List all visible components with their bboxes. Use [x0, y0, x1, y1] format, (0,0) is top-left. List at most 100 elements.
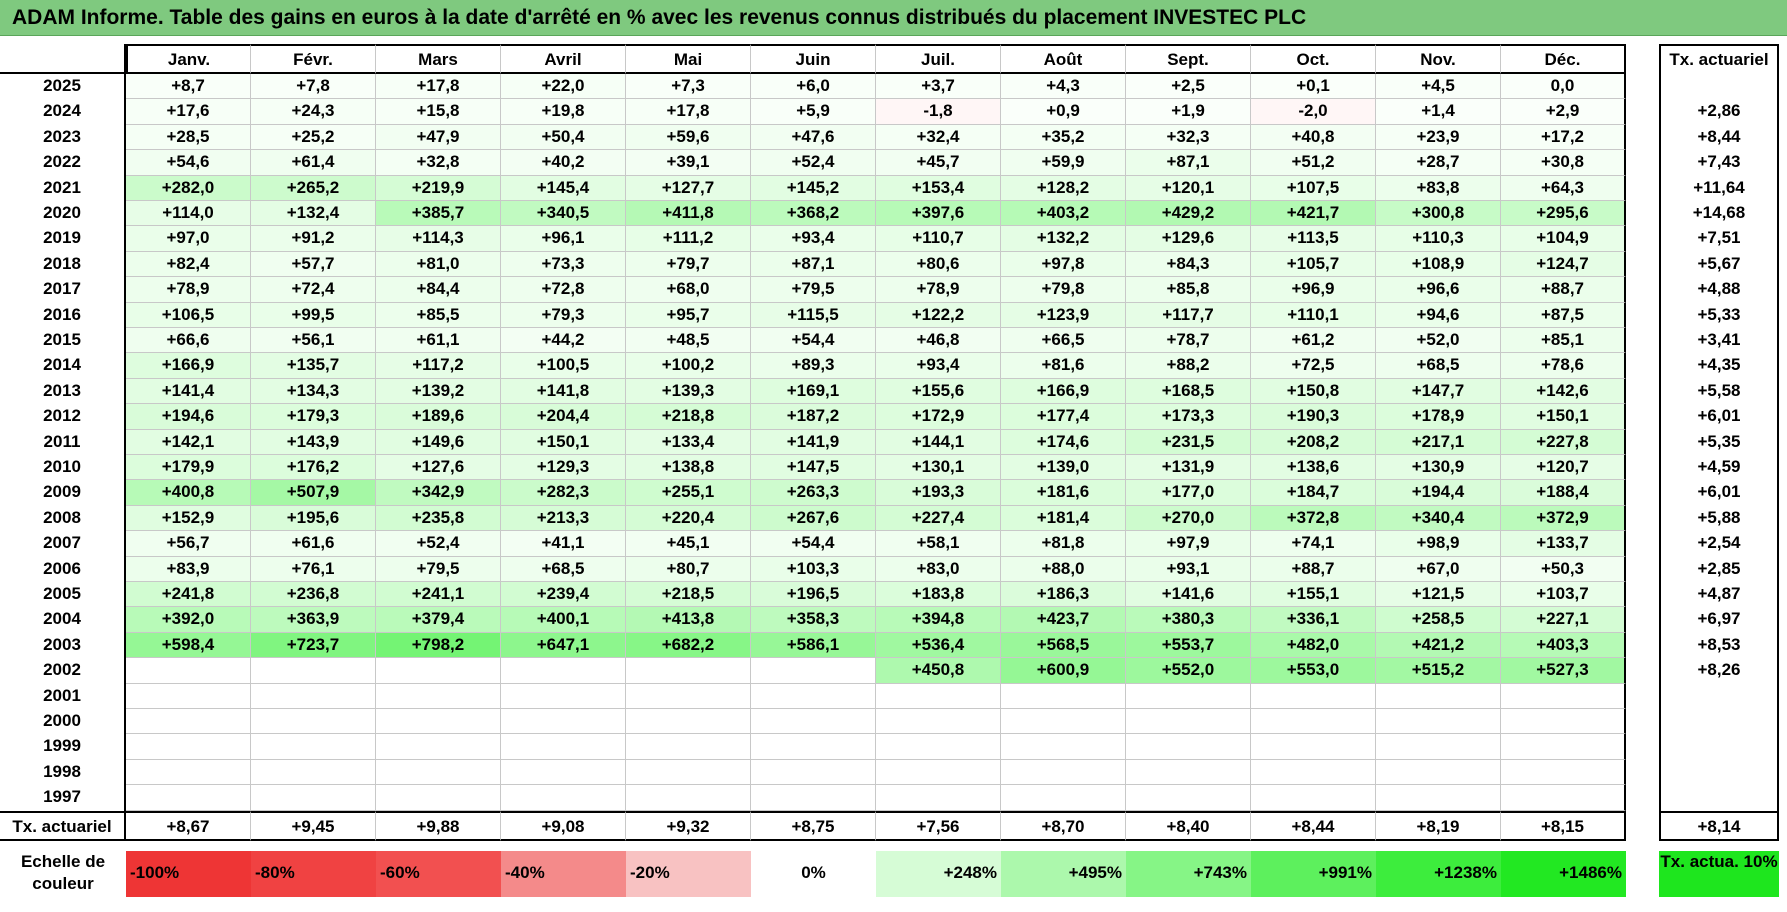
table-cell: +61,4 — [251, 150, 376, 176]
table-cell: +104,9 — [1501, 226, 1626, 252]
table-cell: +127,7 — [626, 175, 751, 201]
legend-swatch: -60% — [376, 850, 501, 897]
table-cell — [1126, 709, 1251, 735]
table-cell: +79,5 — [376, 556, 501, 582]
year-label: 2019 — [0, 226, 126, 252]
table-cell — [376, 759, 501, 786]
footer-value: +8,15 — [1501, 810, 1626, 841]
table-cell: +95,7 — [626, 302, 751, 328]
month-header: Avril — [501, 44, 626, 74]
year-label: 2012 — [0, 404, 126, 430]
table-cell: +282,3 — [501, 480, 626, 506]
legend-swatch: +1486% — [1501, 850, 1626, 897]
table-cell: +179,9 — [126, 455, 251, 481]
table-cell: +89,3 — [751, 353, 876, 379]
table-cell: +340,5 — [501, 201, 626, 227]
table-cell — [251, 683, 376, 709]
table-cell: +227,4 — [876, 505, 1001, 532]
table-cell: +133,7 — [1501, 531, 1626, 557]
footer-value: +8,67 — [126, 810, 251, 841]
legend-swatch: -40% — [501, 850, 626, 897]
footer-value: +8,44 — [1251, 810, 1376, 841]
table-cell — [126, 759, 251, 786]
table-cell — [1251, 785, 1376, 811]
table-cell: +392,0 — [126, 607, 251, 633]
table-cell: +134,3 — [251, 378, 376, 405]
table-cell: +74,1 — [1251, 531, 1376, 557]
year-label: 2001 — [0, 683, 126, 709]
table-cell — [1501, 683, 1626, 709]
table-cell: +363,9 — [251, 607, 376, 633]
year-label: 1997 — [0, 785, 126, 811]
table-cell: +142,1 — [126, 429, 251, 455]
table-cell: +193,3 — [876, 480, 1001, 506]
table-cell — [501, 785, 626, 811]
table-cell: +263,3 — [751, 480, 876, 506]
tx-value — [1659, 785, 1779, 811]
table-cell: +61,1 — [376, 328, 501, 354]
table-cell: +96,9 — [1251, 277, 1376, 303]
table-cell: +111,2 — [626, 226, 751, 252]
tx-value: +5,67 — [1659, 251, 1779, 278]
table-cell: +169,1 — [751, 378, 876, 405]
year-label: 2000 — [0, 709, 126, 735]
table-cell: +173,3 — [1126, 404, 1251, 430]
year-label: 2025 — [0, 74, 126, 100]
table-cell: +150,8 — [1251, 378, 1376, 405]
table-cell: +117,7 — [1126, 302, 1251, 328]
table-cell: +85,5 — [376, 302, 501, 328]
table-cell: +91,2 — [251, 226, 376, 252]
table-cell: +52,4 — [376, 531, 501, 557]
table-cell: +184,7 — [1251, 480, 1376, 506]
table-cell — [1501, 785, 1626, 811]
table-cell: +87,5 — [1501, 302, 1626, 328]
table-cell: +600,9 — [1001, 658, 1126, 684]
table-cell: +239,4 — [501, 582, 626, 608]
table-cell: +64,3 — [1501, 175, 1626, 201]
table-cell — [626, 683, 751, 709]
table-cell: +127,6 — [376, 455, 501, 481]
table-cell: +174,6 — [1001, 429, 1126, 455]
legend-swatch: +248% — [876, 850, 1001, 897]
legend-swatch: +743% — [1126, 850, 1251, 897]
footer-value: +9,45 — [251, 810, 376, 841]
tx-value: +7,51 — [1659, 226, 1779, 252]
table-cell — [1126, 785, 1251, 811]
table-cell: +7,3 — [626, 74, 751, 100]
tx-value: +6,97 — [1659, 607, 1779, 633]
legend-swatch: 0% — [751, 850, 876, 897]
table-cell: +220,4 — [626, 505, 751, 532]
table-cell: +93,1 — [1126, 556, 1251, 582]
table-cell — [1251, 709, 1376, 735]
table-cell: +450,8 — [876, 658, 1001, 684]
table-cell: +59,9 — [1001, 150, 1126, 176]
tx-value — [1659, 709, 1779, 735]
table-cell: +98,9 — [1376, 531, 1501, 557]
table-cell: +204,4 — [501, 404, 626, 430]
table-cell: +32,3 — [1126, 124, 1251, 151]
table-cell: +108,9 — [1376, 251, 1501, 278]
table-cell: +413,8 — [626, 607, 751, 633]
table-cell: +176,2 — [251, 455, 376, 481]
table-cell: +84,4 — [376, 277, 501, 303]
legend-swatch: -80% — [251, 850, 376, 897]
tx-value: +2,86 — [1659, 99, 1779, 125]
year-label: 2011 — [0, 429, 126, 455]
tx-value — [1659, 74, 1779, 100]
year-label: 2009 — [0, 480, 126, 506]
table-cell: +421,2 — [1376, 632, 1501, 659]
table-cell: +81,8 — [1001, 531, 1126, 557]
table-cell — [876, 785, 1001, 811]
footer-value: +8,19 — [1376, 810, 1501, 841]
tx-value: +7,43 — [1659, 150, 1779, 176]
table-cell: +130,1 — [876, 455, 1001, 481]
month-header: Févr. — [251, 44, 376, 74]
year-label: 2023 — [0, 124, 126, 151]
table-cell: +50,3 — [1501, 556, 1626, 582]
year-label: 2020 — [0, 201, 126, 227]
year-label: 2017 — [0, 277, 126, 303]
table-cell: +536,4 — [876, 632, 1001, 659]
table-cell: +181,6 — [1001, 480, 1126, 506]
table-cell: +115,5 — [751, 302, 876, 328]
